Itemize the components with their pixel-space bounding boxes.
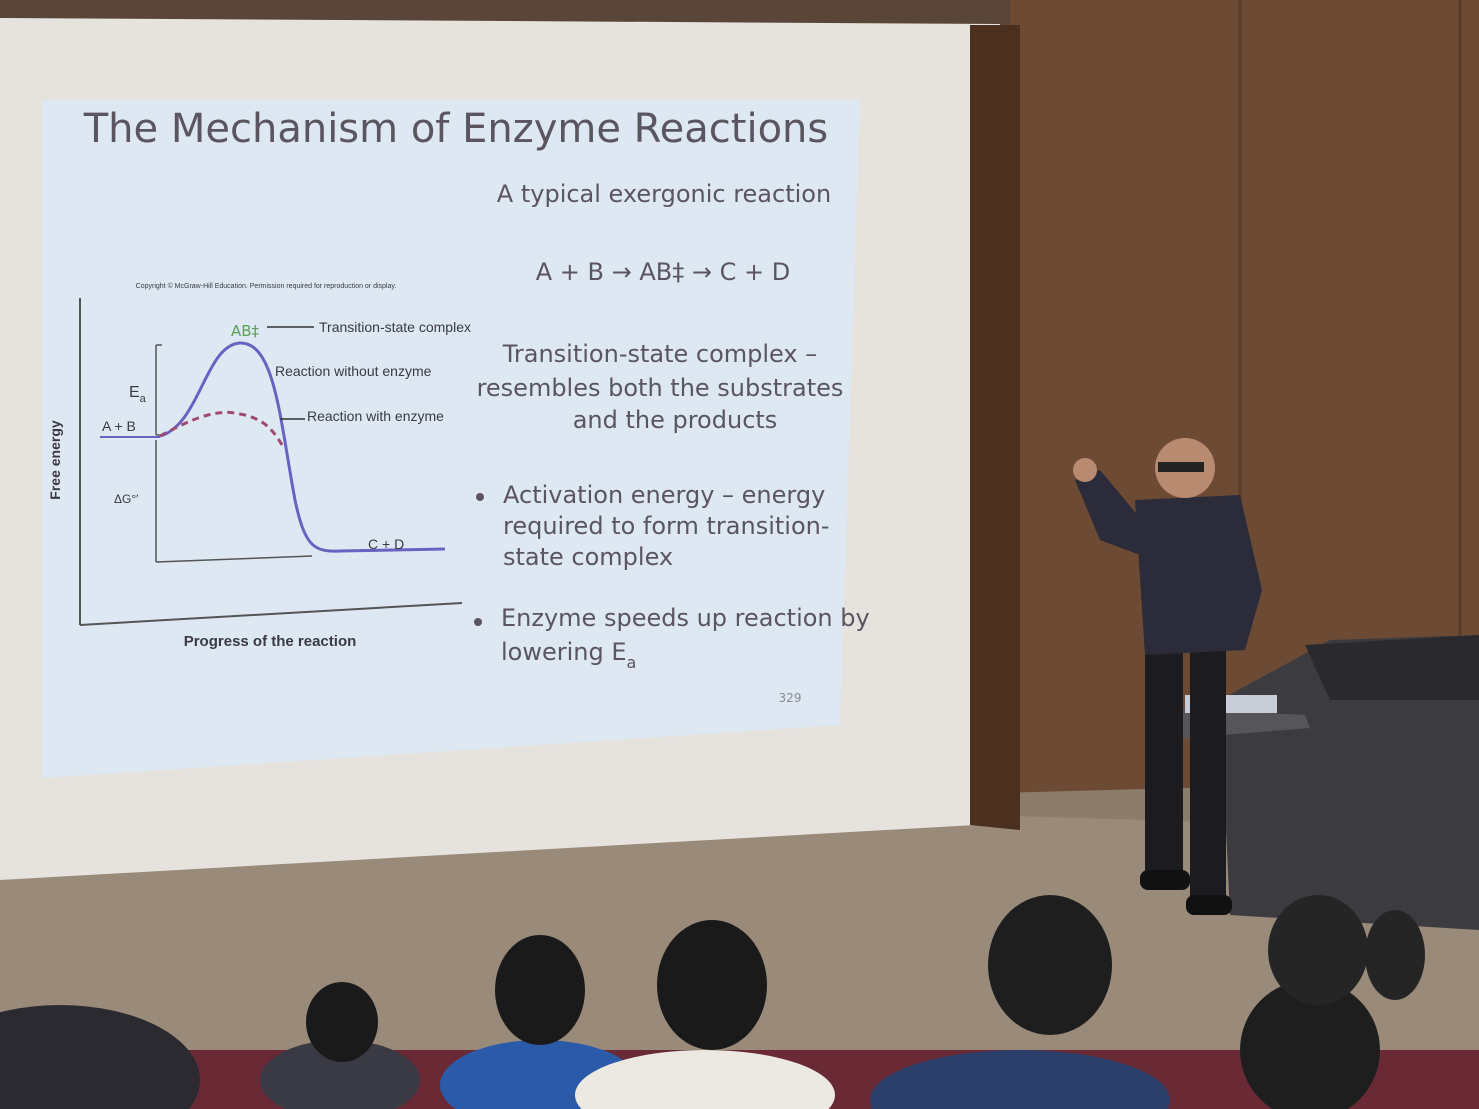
curve-without-enzyme — [159, 341, 446, 553]
head — [988, 895, 1112, 1035]
head — [495, 935, 585, 1045]
slide-subtitle: A typical exergonic reaction — [497, 180, 831, 208]
slide — [42, 100, 860, 778]
subscript: a — [140, 393, 147, 405]
energy-diagram: Copyright © McGraw-Hill Education. Permi… — [47, 282, 471, 650]
with-enzyme-label: Reaction with enzyme — [307, 408, 444, 424]
x-axis — [79, 602, 463, 626]
hand — [1073, 458, 1097, 482]
shirt — [260, 1040, 420, 1109]
leg — [1145, 640, 1183, 880]
definition-line: and the products — [573, 406, 778, 434]
curve-with-enzyme — [159, 410, 284, 446]
bullet-dot — [476, 493, 484, 501]
x-axis-label: Progress of the reaction — [184, 633, 357, 650]
equation: A + B → AB‡ → C + D — [536, 258, 790, 286]
bullet-text: lowering E — [501, 638, 627, 666]
bullet-line: Enzyme speeds up reaction by — [501, 604, 870, 632]
bullet-line: lowering Ea — [501, 638, 636, 672]
shoe — [1186, 895, 1232, 915]
subscript: a — [627, 653, 637, 672]
copyright: Copyright © McGraw-Hill Education. Permi… — [136, 282, 397, 290]
audience — [0, 895, 1479, 1109]
reactants-label: A + B — [102, 418, 136, 434]
audience-member — [0, 1005, 200, 1109]
bullet-line: state complex — [503, 543, 673, 571]
shirt — [1135, 495, 1262, 655]
bullet-line: required to form transition- — [503, 512, 830, 540]
y-axis-label: Free energy — [47, 420, 63, 500]
lecturer — [1073, 438, 1262, 915]
head — [1365, 910, 1425, 1000]
shirt — [575, 1050, 835, 1109]
bullet-dot — [474, 618, 482, 626]
slide-title: The Mechanism of Enzyme Reactions — [83, 106, 829, 152]
activation-symbol: E — [129, 384, 140, 401]
shoe — [1140, 870, 1190, 890]
glasses — [1158, 462, 1204, 472]
definition-line: Transition-state complex – — [502, 340, 817, 368]
head — [306, 982, 378, 1062]
head — [1268, 895, 1368, 1005]
head — [657, 920, 767, 1050]
shirt — [870, 1050, 1170, 1109]
bullet-line: Activation energy – energy — [503, 481, 825, 509]
products-label: C + D — [368, 536, 404, 552]
arm — [1075, 470, 1150, 555]
definition-line: resembles both the substrates — [477, 374, 844, 402]
podium-body — [1220, 635, 1479, 930]
without-enzyme-label: Reaction without enzyme — [275, 363, 432, 379]
leg — [1190, 640, 1226, 910]
product-level — [155, 555, 313, 563]
head — [1240, 980, 1380, 1109]
transition-label: Transition-state complex — [319, 319, 471, 335]
delta-g-label: ΔG°′ — [114, 492, 139, 506]
page-number: 329 — [779, 691, 802, 705]
screen-frame — [970, 25, 1020, 830]
podium-top — [1305, 635, 1479, 700]
transition-symbol: AB‡ — [231, 322, 260, 340]
activation-label: Ea — [129, 384, 147, 405]
